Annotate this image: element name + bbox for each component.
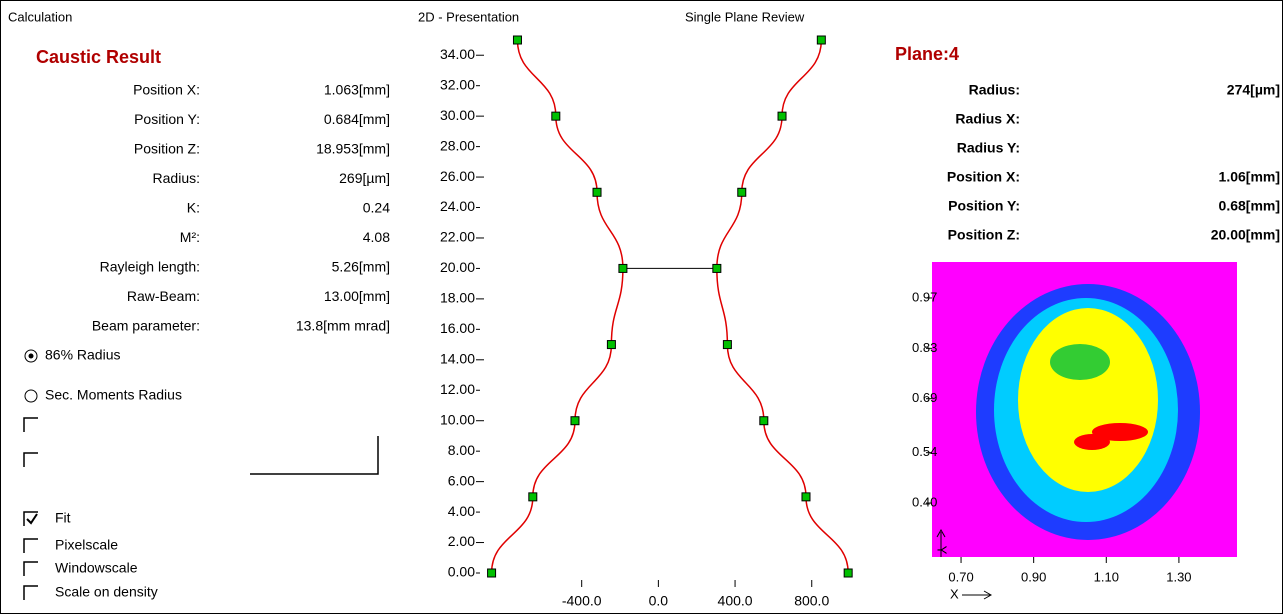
radio[interactable] [25, 390, 37, 402]
screen: Calculation Caustic Result 2D - Presenta… [0, 0, 1284, 615]
y-tick-label: 34.00 [440, 46, 475, 62]
y-tick-label: 12.00 [440, 381, 475, 397]
field-value: 13.00[mm] [324, 288, 390, 304]
heading: Plane:4 [895, 44, 959, 64]
checkbox-label[interactable]: Windowscale [55, 560, 138, 576]
field-value: 0.684[mm] [324, 111, 390, 127]
marker [738, 188, 746, 196]
panel-title: Calculation [8, 9, 72, 24]
field-value: 0.24 [363, 200, 390, 216]
marker [529, 493, 537, 501]
field-label: M²: [180, 229, 200, 245]
y-tick-label: 2.00 [448, 533, 475, 549]
field-label: Raw-Beam: [127, 288, 200, 304]
y-tick-label: 24.00 [440, 198, 475, 214]
y-tick-label: 0.97 [912, 289, 937, 304]
y-tick-label: 16.00 [440, 320, 475, 336]
x-tick-label: 0.90 [1021, 569, 1046, 584]
field-value: 4.08 [363, 229, 390, 245]
y-tick-label: 0.00 [448, 564, 475, 580]
y-tick-label: 26.00 [440, 168, 475, 184]
y-tick-label: 10.00 [440, 411, 475, 427]
field-label: Position X: [947, 169, 1020, 185]
x-tick-label: -400.0 [562, 593, 602, 609]
field-label: Radius X: [955, 111, 1020, 127]
marker [552, 112, 560, 120]
y-tick-label: 6.00 [448, 472, 475, 488]
blob [1074, 434, 1110, 450]
checkbox-label[interactable]: Scale on density [55, 584, 158, 600]
y-tick-label: 0.40 [912, 494, 937, 509]
x-axis-label: X [950, 586, 959, 601]
beam-image [932, 262, 1237, 557]
field-label: Position Z: [948, 227, 1020, 243]
x-tick-label: 800.0 [794, 593, 829, 609]
blob [1018, 308, 1158, 492]
panel-title: 2D - Presentation [418, 9, 519, 24]
marker [778, 112, 786, 120]
y-tick-label: 0.83 [912, 340, 937, 355]
blob [1050, 344, 1110, 380]
marker [723, 341, 731, 349]
field-value: 274[µm] [1227, 82, 1280, 98]
y-axis-label: Y [935, 546, 950, 555]
y-tick-label: 8.00 [448, 442, 475, 458]
y-tick-label: 14.00 [440, 351, 475, 367]
field-value: 18.953[mm] [316, 141, 390, 157]
field-value: 20.00[mm] [1211, 227, 1280, 243]
radio-label[interactable]: Sec. Moments Radius [45, 387, 182, 403]
heading: Caustic Result [36, 47, 161, 67]
field-value: 1.063[mm] [324, 82, 390, 98]
field-label: Position Y: [134, 111, 200, 127]
field-label: Position X: [133, 82, 200, 98]
marker [844, 569, 852, 577]
y-tick-label: 20.00 [440, 259, 475, 275]
marker [607, 341, 615, 349]
radio-label[interactable]: 86% Radius [45, 347, 121, 363]
y-tick-label: 28.00 [440, 137, 475, 153]
field-label: Position Y: [948, 198, 1020, 214]
y-tick-label: 0.54 [912, 444, 937, 459]
marker [802, 493, 810, 501]
x-tick-label: 0.70 [948, 569, 973, 584]
checkbox-label[interactable]: Fit [55, 510, 71, 526]
field-value: 0.68[mm] [1219, 198, 1280, 214]
y-tick-label: 32.00 [440, 76, 475, 92]
field-label: Radius Y: [957, 140, 1020, 156]
field-value: 5.26[mm] [332, 259, 390, 275]
field-value: 13.8[mm mrad] [296, 318, 390, 334]
field-label: K: [187, 200, 200, 216]
marker [593, 188, 601, 196]
y-tick-label: 22.00 [440, 229, 475, 245]
marker [619, 264, 627, 272]
page: {"calculation": {"title": "Calculation",… [0, 0, 1284, 615]
radio-dot [29, 354, 34, 359]
x-tick-label: 1.10 [1094, 569, 1119, 584]
field-label: Rayleigh length: [100, 259, 200, 275]
field-value: 1.06[mm] [1219, 169, 1280, 185]
field-value: 269[µm] [339, 170, 390, 186]
marker [513, 36, 521, 44]
marker [817, 36, 825, 44]
field-label: Radius: [153, 170, 200, 186]
field-label: Beam parameter: [92, 318, 200, 334]
field-label: Position Z: [134, 141, 200, 157]
marker [713, 264, 721, 272]
x-tick-label: 0.0 [649, 593, 669, 609]
x-tick-label: 400.0 [718, 593, 753, 609]
panel-title: Single Plane Review [685, 9, 805, 24]
y-tick-label: 18.00 [440, 290, 475, 306]
x-tick-label: 1.30 [1166, 569, 1191, 584]
marker [571, 417, 579, 425]
y-tick-label: 30.00 [440, 107, 475, 123]
y-tick-label: 4.00 [448, 503, 475, 519]
checkbox-label[interactable]: Pixelscale [55, 537, 118, 553]
marker [488, 569, 496, 577]
y-tick-label: 0.69 [912, 390, 937, 405]
field-label: Radius: [969, 82, 1020, 98]
marker [760, 417, 768, 425]
